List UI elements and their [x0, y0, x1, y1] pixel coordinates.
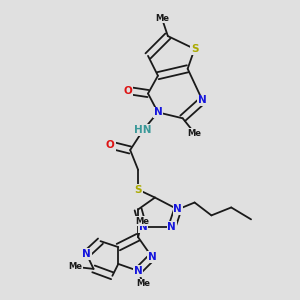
Text: Me: Me [135, 217, 149, 226]
Text: N: N [139, 222, 147, 232]
Text: N: N [154, 107, 162, 117]
Text: N: N [198, 95, 207, 106]
Text: HN: HN [134, 125, 152, 135]
Text: N: N [134, 266, 142, 276]
Text: O: O [124, 85, 133, 96]
Text: S: S [191, 44, 198, 54]
Text: S: S [134, 184, 142, 195]
Text: N: N [173, 204, 182, 214]
Text: O: O [106, 140, 115, 150]
Text: N: N [148, 252, 156, 262]
Text: N: N [167, 222, 176, 232]
Text: Me: Me [188, 129, 202, 138]
Text: Me: Me [155, 14, 169, 23]
Text: N: N [82, 249, 91, 259]
Text: Me: Me [69, 262, 83, 272]
Text: Me: Me [136, 279, 150, 288]
